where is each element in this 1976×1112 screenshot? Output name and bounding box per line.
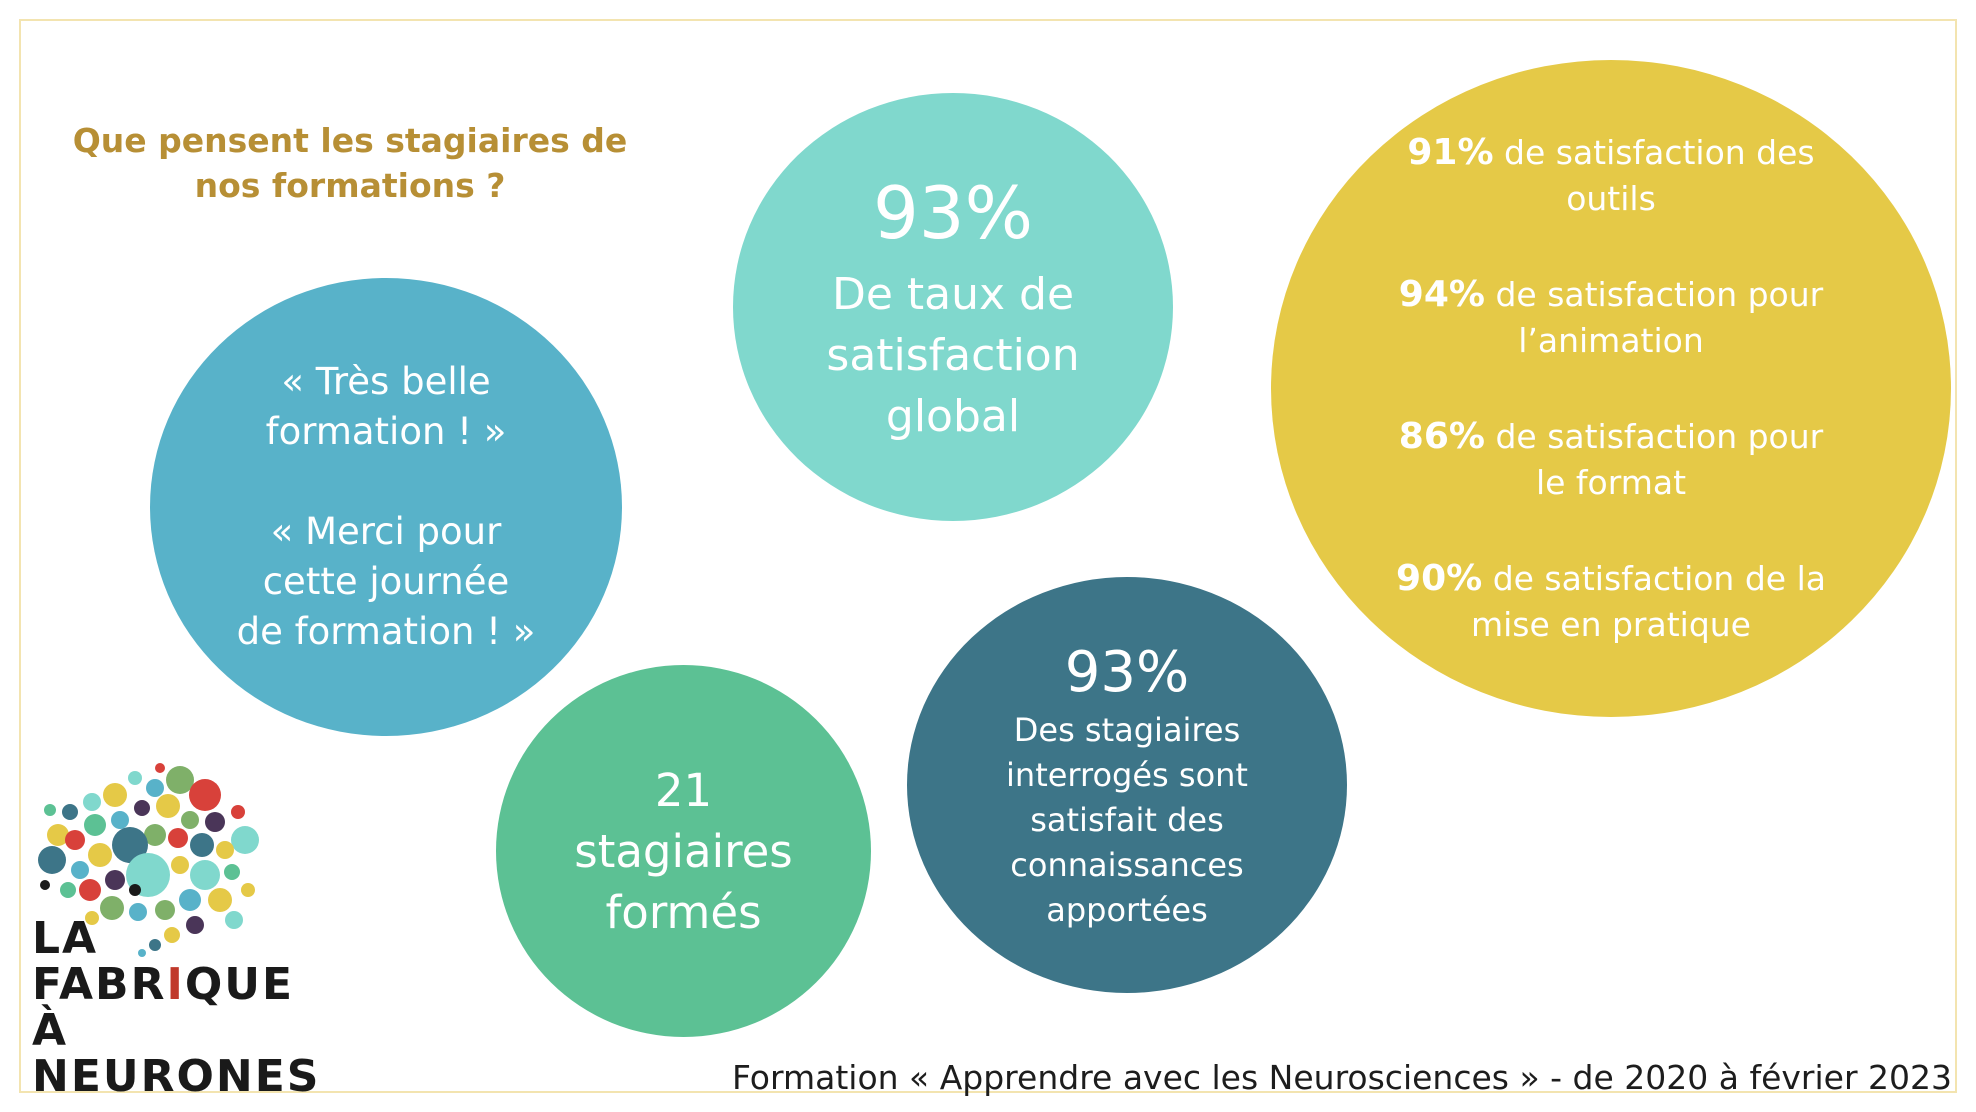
quotes-bubble: « Très belle formation ! » « Merci pour … bbox=[150, 278, 622, 736]
knowledge-line-2: interrogés sont bbox=[1006, 755, 1248, 794]
detail-line-2: l’animation bbox=[1518, 320, 1704, 360]
detail-line-2: mise en pratique bbox=[1470, 604, 1751, 644]
detail-text: de satisfaction pour bbox=[1495, 416, 1824, 456]
footer-caption: Formation « Apprendre avec les Neuroscie… bbox=[731, 1058, 1952, 1097]
logo: LA FABRIQUE À NEURONES bbox=[20, 740, 318, 1100]
trainees-count: 21 bbox=[654, 763, 713, 817]
detail-line-2: le format bbox=[1535, 462, 1687, 502]
detail-item-format: 86% de satisfaction pour le format bbox=[1399, 414, 1823, 506]
detail-value: 91% bbox=[1407, 131, 1494, 173]
details-bubble: 91% de satisfaction des outils 94% de sa… bbox=[1271, 60, 1951, 717]
knowledge-satisfaction-bubble: 93% Des stagiaires interrogés sont satis… bbox=[907, 577, 1347, 993]
quote-1-line-1: « Très belle bbox=[281, 360, 491, 403]
global-satisfaction-bubble: 93% De taux de satisfaction global bbox=[733, 93, 1173, 521]
trainees-line-3: formés bbox=[605, 885, 762, 939]
detail-item-practice: 90% de satisfaction de la mise en pratiq… bbox=[1396, 556, 1826, 648]
detail-text: de satisfaction des bbox=[1504, 132, 1815, 172]
detail-line-1: 86% de satisfaction pour bbox=[1399, 414, 1823, 460]
detail-value: 94% bbox=[1398, 273, 1485, 315]
quote-2-line-2: cette journée bbox=[262, 560, 510, 603]
global-satisfaction-line-2: satisfaction bbox=[826, 329, 1080, 381]
brain-dots-icon bbox=[38, 763, 259, 957]
knowledge-satisfaction-value: 93% bbox=[1064, 639, 1190, 705]
logo-line-2-part-1: FABR bbox=[32, 959, 167, 1010]
logo-line-2-part-2: QUE bbox=[184, 959, 295, 1010]
knowledge-line-1: Des stagiaires bbox=[1013, 710, 1241, 749]
detail-text: de satisfaction de la bbox=[1492, 558, 1826, 598]
quote-2-line-3: de formation ! » bbox=[236, 610, 536, 653]
detail-line-1: 91% de satisfaction des bbox=[1407, 130, 1814, 176]
logo-line-1: LA bbox=[32, 913, 99, 964]
global-satisfaction-value: 93% bbox=[872, 170, 1034, 255]
detail-value: 86% bbox=[1398, 415, 1485, 457]
detail-line-1: 94% de satisfaction pour bbox=[1399, 272, 1823, 318]
detail-item-tools: 91% de satisfaction des outils bbox=[1407, 130, 1814, 222]
logo-line-2-red: I bbox=[166, 959, 185, 1010]
title-line-1: Que pensent les stagiaires de bbox=[72, 121, 628, 160]
detail-value: 90% bbox=[1396, 557, 1483, 599]
logo-line-3: À NEURONES bbox=[32, 1005, 321, 1102]
detail-text: de satisfaction pour bbox=[1495, 274, 1824, 314]
detail-item-animation: 94% de satisfaction pour l’animation bbox=[1399, 272, 1823, 364]
trainees-line-2: stagiaires bbox=[574, 824, 793, 878]
title-line-2: nos formations ? bbox=[194, 166, 506, 205]
global-satisfaction-line-1: De taux de bbox=[831, 268, 1075, 320]
logo-line-2: FABRIQUE bbox=[32, 962, 294, 1008]
trainees-bubble: 21 stagiaires formés bbox=[496, 665, 871, 1037]
detail-line-1: 90% de satisfaction de la bbox=[1396, 556, 1826, 602]
knowledge-line-4: connaissances bbox=[1010, 845, 1244, 884]
knowledge-line-5: apportées bbox=[1046, 890, 1208, 929]
global-satisfaction-line-3: global bbox=[885, 390, 1021, 442]
knowledge-line-3: satisfait des bbox=[1030, 800, 1224, 839]
quote-1-line-2: formation ! » bbox=[265, 410, 507, 453]
detail-line-2: outils bbox=[1566, 178, 1656, 218]
page-title: Que pensent les stagiaires de nos format… bbox=[70, 118, 630, 208]
quote-2-line-1: « Merci pour bbox=[270, 510, 502, 553]
